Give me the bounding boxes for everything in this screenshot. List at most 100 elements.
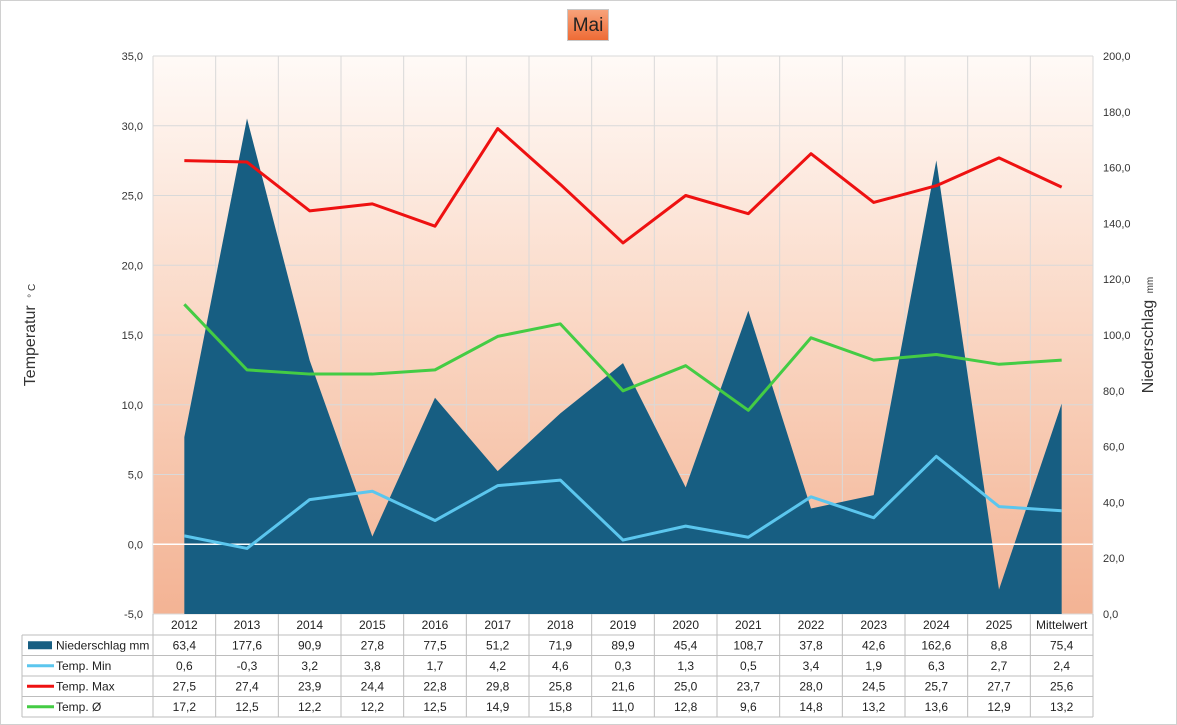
row-niederschlag-value: 51,2 — [486, 638, 510, 652]
row-temp-max-value: 24,4 — [361, 679, 385, 693]
category-label: 2015 — [359, 618, 386, 632]
row-temp-avg-name: Temp. Ø — [56, 700, 101, 714]
left-axis-ticks: -5,0 0,0 5,0 10,0 15,0 20,0 25,0 30,0 35,0 — [122, 51, 143, 621]
row-temp-avg-value: 13,6 — [925, 700, 949, 714]
left-tick-label: 30,0 — [122, 121, 143, 133]
left-tick-label: 5,0 — [128, 470, 143, 482]
category-label: 2021 — [735, 618, 762, 632]
row-temp-min-value: 0,5 — [740, 659, 757, 673]
row-temp-avg-value: 14,9 — [486, 700, 510, 714]
left-tick-label: 25,0 — [122, 191, 143, 203]
right-tick-label: 140,0 — [1103, 218, 1131, 230]
row-temp-min-value: 4,6 — [552, 659, 569, 673]
right-tick-label: 0,0 — [1103, 609, 1118, 621]
row-temp-min-value: 4,2 — [489, 659, 506, 673]
row-temp-max-value: 29,8 — [486, 679, 510, 693]
row-temp-avg-value: 15,8 — [549, 700, 573, 714]
row-temp-min-value: 1,9 — [865, 659, 882, 673]
row-niederschlag-value: 45,4 — [674, 638, 698, 652]
right-axis-ticks: 0,0 20,0 40,0 60,0 80,0 100,0 120,0 140,0 160,0 1… — [1103, 51, 1131, 621]
right-tick-label: 200,0 — [1103, 51, 1131, 63]
right-tick-label: 80,0 — [1103, 386, 1124, 398]
category-label: 2017 — [484, 618, 511, 632]
right-tick-label: 180,0 — [1103, 107, 1131, 119]
row-niederschlag-value: 63,4 — [173, 638, 197, 652]
row-temp-min-value: 2,7 — [991, 659, 1008, 673]
left-tick-label: 20,0 — [122, 260, 143, 272]
row-temp-max-value: 27,4 — [235, 679, 259, 693]
row-temp-avg-value: 12,2 — [298, 700, 322, 714]
row-temp-max-value: 27,5 — [173, 679, 197, 693]
row-temp-max-value: 24,5 — [862, 679, 886, 693]
row-temp-max-name: Temp. Max — [56, 679, 115, 693]
right-tick-label: 40,0 — [1103, 497, 1124, 509]
row-temp-max-value: 23,7 — [737, 679, 761, 693]
row-temp-min-value: 2,4 — [1053, 659, 1070, 673]
row-temp-avg-value: 11,0 — [612, 700, 635, 714]
row-temp-min-value: -0,3 — [237, 659, 258, 673]
row-temp-min-value: 3,2 — [301, 659, 318, 673]
left-tick-label: 35,0 — [122, 51, 143, 63]
row-temp-avg-value: 17,2 — [173, 700, 197, 714]
row-niederschlag-value: 75,4 — [1050, 638, 1074, 652]
row-niederschlag-value: 89,9 — [611, 638, 635, 652]
category-label: 2022 — [798, 618, 825, 632]
category-label: 2020 — [672, 618, 699, 632]
category-label: Mittelwert — [1036, 618, 1088, 632]
row-niederschlag-value: 71,9 — [549, 638, 573, 652]
line-temp-avg — [183, 303, 1062, 412]
right-axis-label: Niederschlag mm — [1140, 277, 1157, 394]
row-temp-min-value: 1,3 — [677, 659, 694, 673]
row-temp-min-value: 0,3 — [615, 659, 632, 673]
row-temp-avg-value: 13,2 — [862, 700, 886, 714]
area-niederschlag — [184, 118, 1062, 614]
row-temp-max-value: 25,0 — [674, 679, 698, 693]
right-axis-label-text: Niederschlag — [1140, 300, 1157, 393]
temperature-lines-layer — [183, 127, 1063, 550]
right-tick-label: 100,0 — [1103, 330, 1131, 342]
category-label: 2024 — [923, 618, 950, 632]
left-tick-label: 0,0 — [128, 539, 143, 551]
row-temp-avg-value: 12,5 — [423, 700, 447, 714]
row-temp-avg-value: 12,5 — [235, 700, 259, 714]
right-tick-label: 120,0 — [1103, 274, 1131, 286]
left-axis-label-text: Temperatur — [22, 305, 39, 387]
line-temp-min — [184, 454, 1062, 550]
row-niederschlag-value: 37,8 — [799, 638, 823, 652]
row-temp-max-value: 22,8 — [423, 679, 447, 693]
row-niederschlag-value: 42,6 — [862, 638, 886, 652]
row-temp-max-value: 25,8 — [549, 679, 573, 693]
legend-key-area — [28, 641, 52, 650]
category-label: 2014 — [296, 618, 323, 632]
data-table: 2012 2013 2014 2015 2016 2017 2018 2019 2020 2021… — [21, 614, 1094, 718]
precipitation-area-layer — [184, 118, 1062, 614]
row-temp-max-value: 23,9 — [298, 679, 322, 693]
row-temp-avg-value: 13,2 — [1050, 700, 1074, 714]
right-tick-label: 160,0 — [1103, 163, 1131, 175]
row-temp-max-value: 27,7 — [987, 679, 1011, 693]
right-tick-label: 20,0 — [1103, 553, 1124, 565]
row-temp-max-value: 21,6 — [611, 679, 635, 693]
left-axis-unit: ° C — [27, 284, 38, 298]
category-label: 2023 — [860, 618, 887, 632]
chart-title: Mai — [572, 15, 604, 36]
row-temp-min-value: 3,4 — [803, 659, 820, 673]
left-tick-label: -5,0 — [124, 609, 143, 621]
row-temp-min-name: Temp. Min — [56, 659, 111, 673]
line-temp-max — [184, 127, 1063, 245]
row-niederschlag-value: 77,5 — [423, 638, 447, 652]
right-tick-label: 60,0 — [1103, 442, 1124, 454]
left-tick-label: 10,0 — [122, 400, 143, 412]
right-axis-unit: mm — [1145, 277, 1156, 294]
row-niederschlag-value: 27,8 — [361, 638, 385, 652]
row-niederschlag-value: 177,6 — [232, 638, 262, 652]
row-niederschlag-value: 8,8 — [991, 638, 1008, 652]
row-temp-max-value: 25,6 — [1050, 679, 1074, 693]
row-temp-min-value: 3,8 — [364, 659, 381, 673]
row-temp-min-value: 0,6 — [176, 659, 193, 673]
row-temp-min-value: 1,7 — [427, 659, 444, 673]
left-tick-label: 15,0 — [122, 330, 143, 342]
row-temp-avg-value: 14,8 — [799, 700, 823, 714]
category-label: 2013 — [234, 618, 261, 632]
